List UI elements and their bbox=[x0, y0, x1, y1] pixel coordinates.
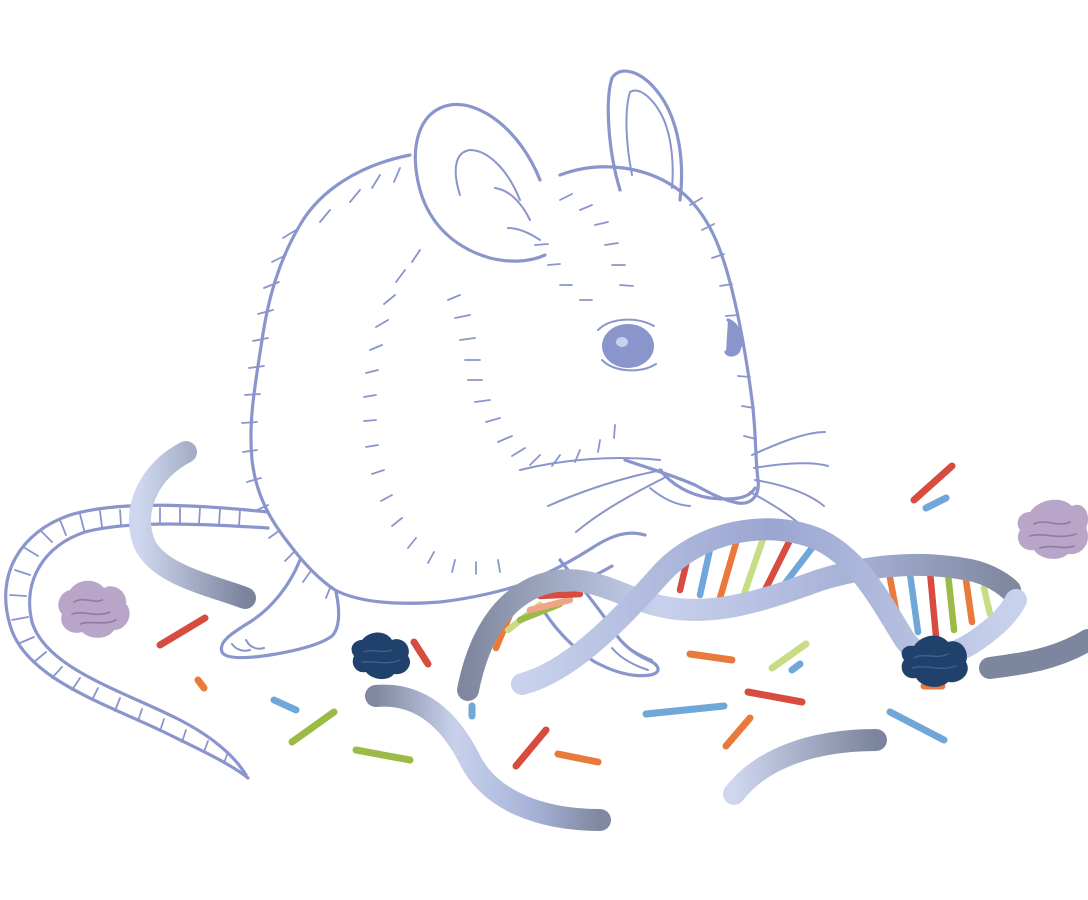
protein-cluster-right-dark bbox=[901, 635, 968, 687]
mouse-left-ear bbox=[413, 102, 547, 263]
protein-cluster-left-light bbox=[58, 580, 130, 638]
protein-cluster-center-dark bbox=[351, 632, 411, 680]
mouse-fur-strokes bbox=[319, 167, 634, 575]
mouse-eye bbox=[597, 318, 743, 372]
protein-clusters bbox=[58, 499, 1088, 687]
nucleotide-fragments bbox=[156, 462, 956, 770]
protein-cluster-right-light bbox=[1017, 499, 1088, 559]
mouse-right-ear bbox=[606, 69, 684, 202]
strand-left-curve bbox=[129, 441, 256, 609]
dna-double-helix bbox=[457, 518, 1088, 701]
strand-bottom-right bbox=[723, 729, 887, 805]
dna-strand-back bbox=[457, 553, 1021, 701]
mouse-whiskers bbox=[519, 431, 829, 537]
mouse-head-outline bbox=[558, 165, 760, 505]
strand-bottom-wave bbox=[365, 684, 611, 831]
dna-strand-front bbox=[511, 518, 1027, 695]
mouse-drawing bbox=[4, 69, 829, 780]
mouse-hind-leg bbox=[219, 558, 341, 660]
loose-strands bbox=[129, 441, 887, 831]
mouse-snout bbox=[649, 468, 757, 507]
dna-strand-tail-right bbox=[979, 629, 1088, 679]
